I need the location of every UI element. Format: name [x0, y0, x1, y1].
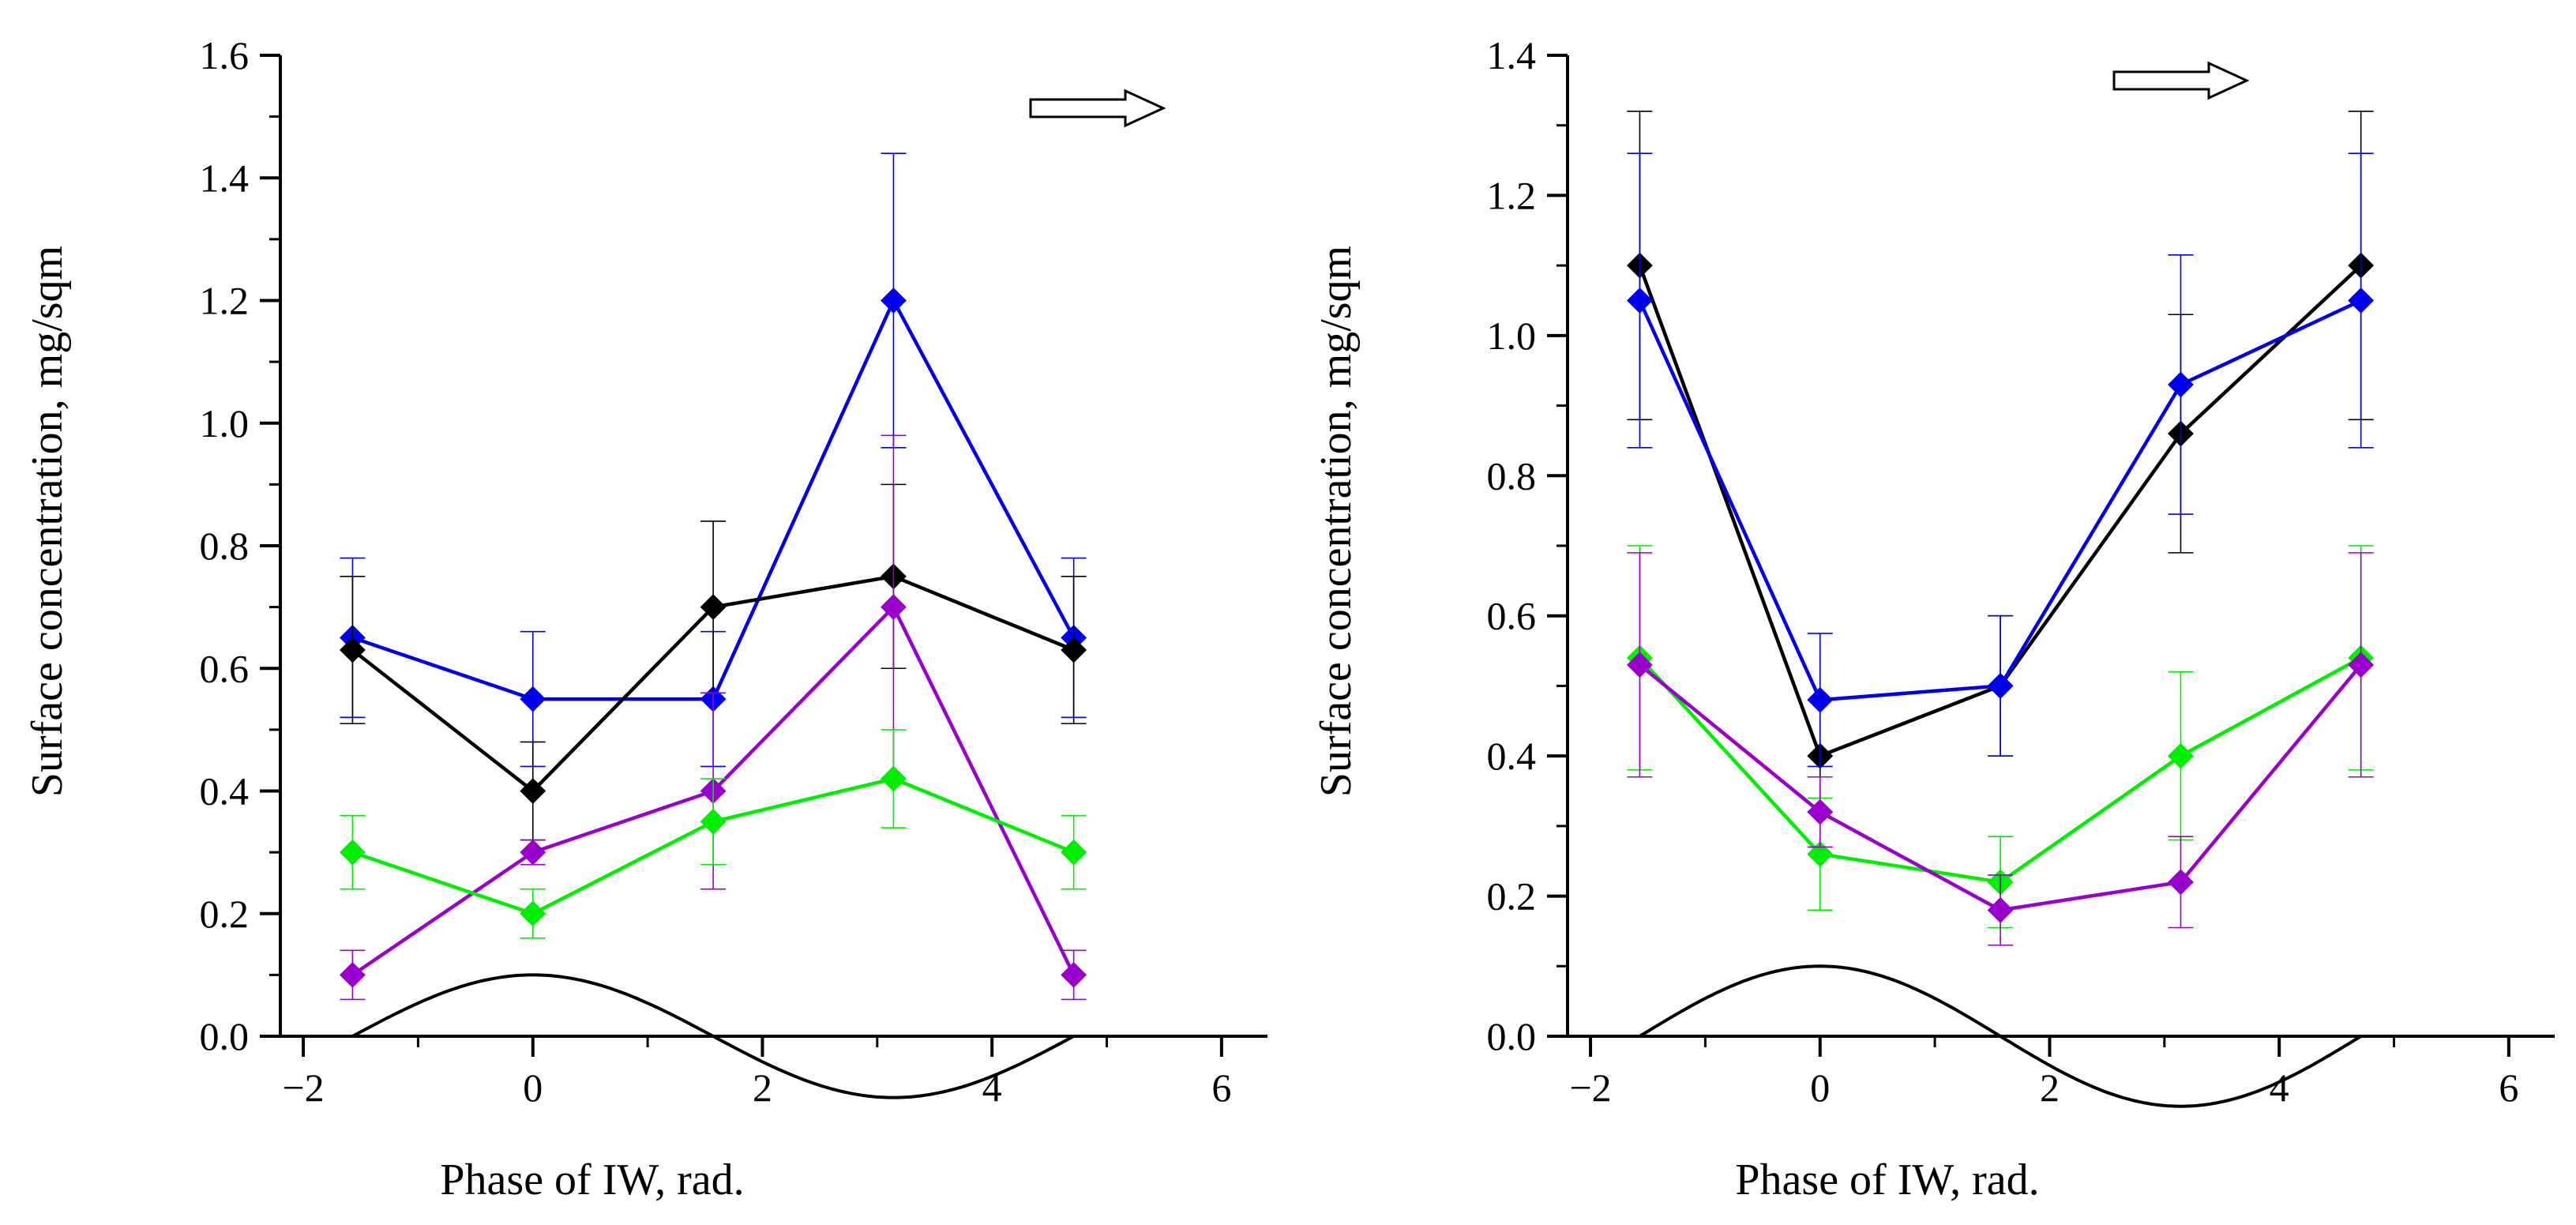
left-series-3-point	[1061, 839, 1087, 866]
right-series-2-point	[1807, 840, 1834, 867]
right-phase-wave-line	[1639, 964, 2362, 1108]
left-x-tick-label: 6	[1211, 1065, 1231, 1110]
right-series-3-point	[1627, 652, 1653, 678]
right-y-axis-title: Surface concentration, mg/sqm	[1312, 246, 1361, 797]
left-y-tick-label: 0.0	[200, 1014, 250, 1058]
left-series-0-point	[881, 287, 907, 314]
right-series-3-point	[2348, 652, 2375, 678]
left-phase-wave-line	[351, 973, 1075, 1099]
right-series-3-point	[1987, 896, 2014, 923]
left-series-1-point	[340, 637, 366, 663]
right-y-tick-label: 1.0	[1487, 314, 1537, 358]
right-y-tick-label: 1.4	[1487, 33, 1537, 77]
right-x-tick-label: 6	[2499, 1065, 2518, 1110]
right-series-1-point	[1627, 287, 1653, 314]
right-direction-arrow-icon	[2112, 61, 2250, 100]
right-series-1-point	[1807, 686, 1834, 713]
left-y-tick-label: 0.4	[200, 769, 250, 814]
right-y-tick-label: 0.8	[1487, 453, 1537, 498]
left-y-tick-label: 1.2	[200, 279, 250, 323]
left-y-axis-title: Surface concentration, mg/sqm	[23, 246, 72, 797]
right-x-tick-label: −2	[1569, 1065, 1611, 1110]
right-y-tick-label: 0.2	[1487, 874, 1537, 919]
left-series-3	[340, 729, 1087, 939]
left-series-2-point	[1061, 961, 1087, 988]
left-y-tick-label: 0.2	[200, 892, 250, 936]
left-y-tick-label: 1.6	[200, 33, 250, 77]
left-y-tick-label: 1.4	[200, 156, 250, 200]
left-series-1-point	[520, 778, 546, 804]
right-x-tick-label: 2	[2040, 1065, 2060, 1110]
left-series-1-point	[1061, 637, 1087, 663]
left-x-axis-title: Phase of IW, rad.	[440, 1155, 744, 1204]
right-chart-panel: Phase of IW, rad. Surface concentration,…	[1312, 33, 2555, 1204]
left-y-tick-label: 0.6	[200, 646, 250, 690]
left-series-2-point	[520, 839, 546, 866]
right-y-tick-label: 0.4	[1487, 734, 1537, 778]
left-series-3-point	[340, 839, 366, 866]
right-series-1	[1627, 152, 2375, 768]
left-series-1	[340, 483, 1087, 841]
left-series-2-point	[881, 594, 907, 621]
left-series-2-point	[340, 961, 366, 988]
right-series-1-point	[2348, 287, 2375, 314]
left-x-tick-label: −2	[282, 1065, 324, 1110]
right-series-3-point	[2168, 869, 2194, 896]
left-series-1-point	[700, 594, 727, 621]
left-y-tick-label: 0.8	[200, 524, 250, 568]
right-y-tick-label: 0.0	[1487, 1014, 1537, 1058]
left-series-3-point	[881, 765, 907, 792]
right-x-tick-label: 4	[2270, 1065, 2289, 1110]
right-x-axis-title: Phase of IW, rad.	[1735, 1155, 2039, 1204]
right-y-tick-label: 1.2	[1487, 173, 1537, 217]
right-series-2-point	[2168, 742, 2194, 769]
right-x-tick-label: 0	[1810, 1065, 1830, 1110]
left-series-3-point	[520, 900, 546, 927]
left-x-tick-label: 0	[523, 1065, 543, 1110]
right-series-3-point	[1807, 799, 1834, 825]
left-series-3-point	[700, 808, 727, 835]
right-series-1-point	[1987, 673, 2014, 699]
left-series-0-point	[520, 686, 546, 712]
left-chart-panel: Phase of IW, rad. Surface concentration,…	[23, 33, 1267, 1204]
right-series-1-point	[2168, 371, 2194, 398]
right-y-tick-label: 0.6	[1487, 594, 1537, 638]
left-direction-arrow-icon	[1029, 88, 1166, 128]
left-y-tick-label: 1.0	[200, 401, 250, 445]
left-x-tick-label: 2	[753, 1065, 772, 1110]
right-series-3	[1627, 552, 2375, 946]
